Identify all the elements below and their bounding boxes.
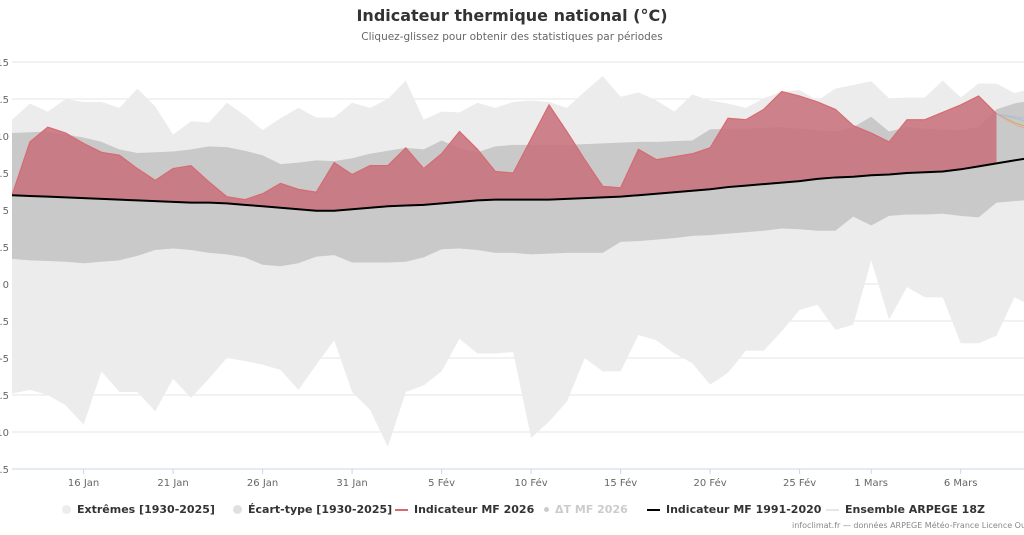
legend-symbol-delta-t — [544, 507, 549, 512]
y-tick-label: 12.5 — [0, 95, 9, 106]
mf-2026-anomaly-area — [12, 91, 997, 211]
legend-item-delta-t-2026[interactable]: ΔT MF 2026 — [544, 503, 628, 516]
x-tick-label: 5 Fév — [428, 477, 455, 489]
y-tick-label: 0 — [3, 280, 9, 291]
legend-symbol-mf-2026 — [395, 508, 408, 511]
x-tick-label: 16 Jan — [68, 478, 99, 489]
chart-title: Indicateur thermique national (°C) — [356, 6, 668, 25]
legend-label: Extrêmes [1930-2025] — [77, 503, 215, 516]
y-tick-label: -10 — [0, 428, 9, 439]
y-tick-label: -2.5 — [0, 317, 9, 328]
y-tick-label: 10 — [0, 132, 9, 143]
chart-subtitle: Cliquez-glissez pour obtenir des statist… — [361, 31, 663, 43]
legend-item-ensemble-arpege[interactable]: Ensemble ARPEGE 18Z — [826, 503, 985, 516]
chart-plot[interactable]: 15 12.5 10 7.5 5 2.5 0 -2.5 -5 -7.5 -10 -12.5 16 Jan… — [0, 0, 1024, 500]
legend-item-mf-1991-2020[interactable]: Indicateur MF 1991-2020 — [647, 503, 821, 516]
legend-symbol-extremes — [62, 505, 71, 514]
credits[interactable]: infoclimat.fr — données ARPEGE Météo-Fra… — [792, 521, 1024, 530]
legend-symbol-ecart-type — [233, 505, 242, 514]
x-tick-label: 20 Fév — [694, 477, 727, 489]
legend-label: Indicateur MF 2026 — [414, 503, 535, 516]
mf-2026-line — [12, 90, 997, 201]
ensemble-member-line — [996, 113, 1024, 127]
y-tick-label: 2.5 — [0, 243, 9, 254]
y-tick-label: -12.5 — [0, 465, 9, 476]
x-tick-label: 26 Jan — [247, 478, 278, 489]
legend-item-mf-2026[interactable]: Indicateur MF 2026 — [395, 503, 534, 516]
normal-1991-2020-line — [12, 157, 1024, 212]
x-tick-label: 15 Fév — [604, 477, 637, 489]
legend-item-extremes[interactable]: Extrêmes [1930-2025] — [62, 503, 215, 516]
legend-label: ΔT MF 2026 — [555, 503, 628, 516]
legend-label: Ensemble ARPEGE 18Z — [845, 503, 985, 516]
x-tick-label: 25 Fév — [783, 477, 816, 489]
y-tick-label: -7.5 — [0, 391, 9, 402]
legend: Extrêmes [1930-2025] Écart-type [1930-20… — [0, 503, 1024, 521]
legend-symbol-ensemble — [826, 508, 839, 511]
x-tick-label: 10 Fév — [515, 477, 548, 489]
legend-symbol-mf-1991-2020 — [647, 508, 660, 511]
series-group — [12, 76, 1024, 447]
y-tick-label: 7.5 — [0, 169, 9, 180]
ensemble-member-line — [996, 113, 1024, 119]
legend-item-ecart-type[interactable]: Écart-type [1930-2025] — [233, 503, 392, 516]
x-tick-label: 21 Jan — [157, 478, 188, 489]
x-tick-label: 31 Jan — [336, 478, 367, 489]
x-tick-label: 6 Mars — [944, 478, 978, 489]
y-tick-label: -5 — [0, 354, 9, 365]
y-tick-label: 15 — [0, 58, 9, 69]
legend-label: Écart-type [1930-2025] — [248, 503, 393, 516]
y-tick-label: 5 — [3, 206, 9, 217]
x-tick-label: 1 Mars — [854, 478, 888, 489]
legend-label: Indicateur MF 1991-2020 — [666, 503, 822, 516]
